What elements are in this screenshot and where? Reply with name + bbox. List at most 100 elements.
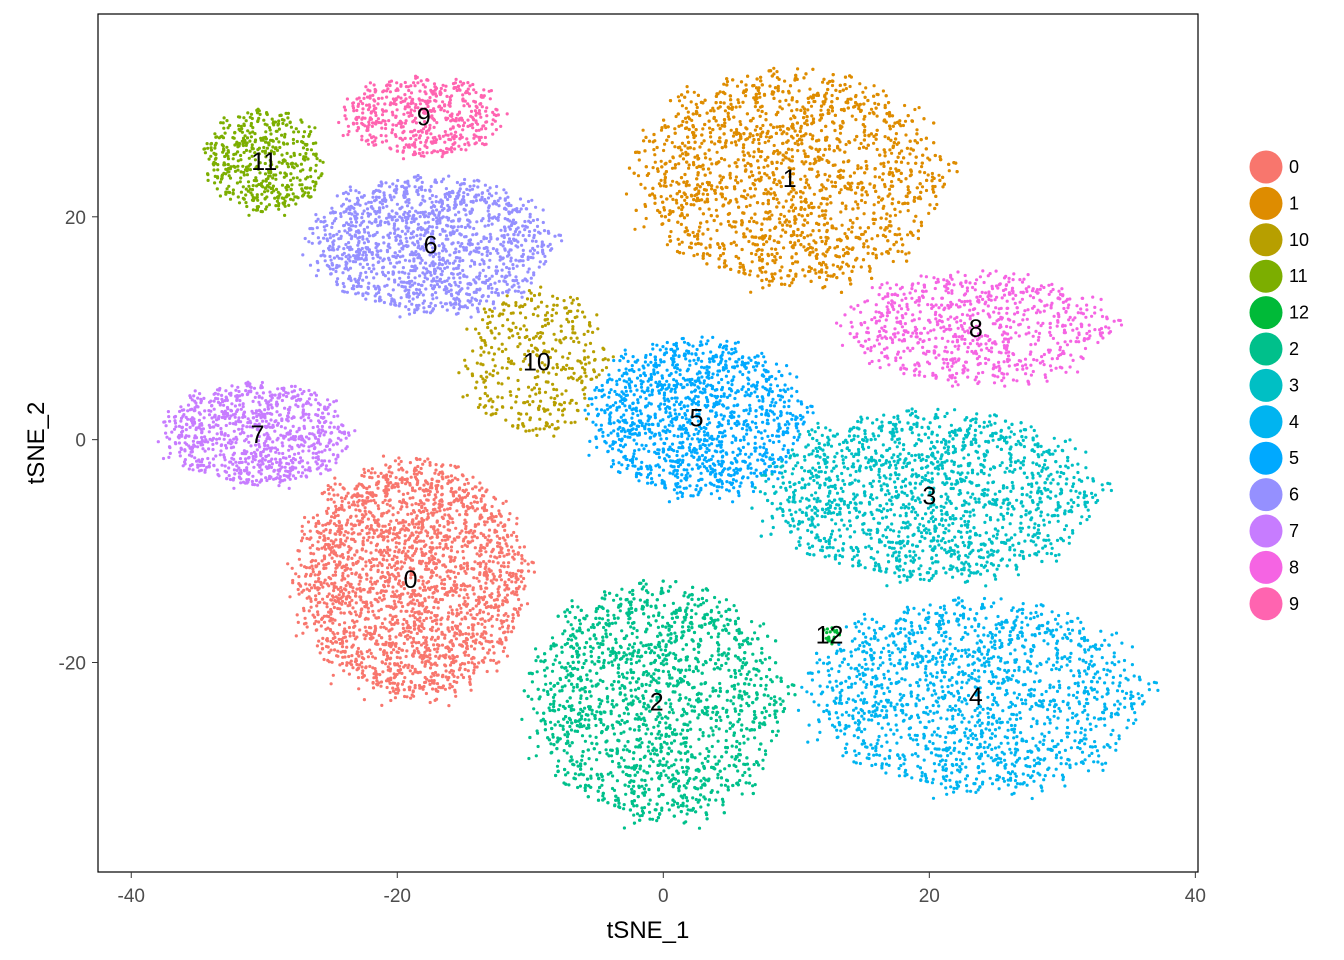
- data-point: [952, 161, 956, 165]
- data-point: [503, 538, 507, 542]
- data-point: [374, 548, 378, 552]
- data-point: [463, 588, 467, 592]
- data-point: [423, 645, 428, 649]
- data-point: [446, 507, 450, 511]
- data-point: [367, 535, 371, 539]
- data-point: [333, 573, 338, 577]
- data-point: [897, 151, 902, 155]
- data-point: [793, 221, 797, 225]
- data-point: [400, 505, 404, 509]
- data-point: [772, 66, 776, 70]
- data-point: [793, 129, 797, 133]
- data-point: [917, 106, 921, 110]
- data-point: [472, 668, 476, 672]
- data-point: [701, 254, 705, 258]
- data-point: [341, 655, 345, 659]
- data-point: [369, 526, 373, 530]
- data-point: [407, 685, 411, 689]
- data-point: [775, 167, 779, 171]
- data-point: [819, 129, 824, 133]
- data-point: [466, 567, 470, 571]
- data-point: [438, 509, 442, 513]
- data-point: [909, 169, 913, 173]
- data-point: [493, 497, 498, 501]
- data-point: [435, 510, 439, 514]
- data-point: [319, 531, 323, 536]
- data-point: [759, 236, 763, 240]
- data-point: [364, 564, 368, 568]
- data-point: [360, 473, 364, 478]
- data-point: [395, 683, 400, 688]
- data-point: [361, 499, 365, 503]
- data-point: [743, 169, 748, 173]
- data-point: [846, 101, 850, 105]
- data-point: [345, 595, 349, 599]
- data-point: [388, 681, 392, 686]
- data-point: [722, 101, 726, 105]
- data-point: [848, 278, 852, 282]
- data-point: [387, 522, 391, 527]
- data-point: [466, 596, 470, 600]
- data-point: [864, 159, 868, 164]
- data-point: [374, 626, 378, 630]
- data-point: [338, 482, 342, 486]
- data-point: [378, 596, 382, 600]
- data-point: [291, 578, 295, 583]
- data-point: [508, 390, 512, 394]
- data-point: [389, 698, 393, 703]
- data-point: [411, 654, 415, 658]
- data-point: [388, 504, 392, 508]
- data-point: [748, 203, 752, 207]
- data-point: [464, 571, 468, 576]
- data-point: [539, 285, 543, 289]
- data-point: [955, 170, 959, 174]
- data-point: [496, 561, 500, 565]
- data-point: [848, 84, 852, 89]
- data-point: [889, 166, 893, 171]
- data-point: [862, 130, 866, 134]
- data-point: [818, 118, 822, 122]
- data-point: [734, 254, 738, 259]
- data-point: [807, 100, 811, 105]
- data-point: [464, 535, 468, 539]
- data-point: [441, 554, 445, 558]
- data-point: [374, 676, 378, 680]
- data-point: [339, 611, 343, 615]
- data-point: [908, 152, 912, 156]
- data-point: [326, 484, 330, 488]
- data-point: [491, 560, 495, 564]
- data-point: [863, 133, 867, 138]
- data-point: [438, 545, 442, 549]
- data-point: [369, 541, 373, 545]
- data-point: [677, 162, 681, 166]
- data-point: [901, 123, 906, 128]
- data-point: [582, 392, 587, 396]
- data-point: [713, 142, 717, 146]
- data-point: [414, 536, 418, 541]
- data-point: [487, 618, 491, 623]
- data-point: [325, 614, 329, 618]
- data-point: [829, 217, 833, 221]
- data-point: [498, 570, 503, 574]
- data-point: [484, 605, 488, 610]
- data-point: [415, 631, 419, 636]
- data-point: [462, 556, 466, 560]
- data-point: [833, 180, 838, 185]
- data-point: [709, 109, 713, 113]
- data-point: [414, 530, 418, 534]
- data-point: [731, 78, 735, 82]
- data-point: [433, 493, 437, 497]
- data-point: [876, 234, 880, 238]
- data-point: [752, 138, 756, 142]
- data-point: [695, 105, 699, 110]
- data-point: [357, 523, 361, 527]
- data-point: [767, 283, 771, 287]
- data-point: [876, 200, 881, 204]
- data-point: [334, 507, 338, 511]
- data-point: [817, 229, 821, 233]
- data-point: [812, 205, 816, 209]
- data-point: [722, 82, 726, 86]
- data-point: [760, 83, 764, 87]
- data-point: [773, 178, 777, 182]
- data-point: [480, 622, 484, 626]
